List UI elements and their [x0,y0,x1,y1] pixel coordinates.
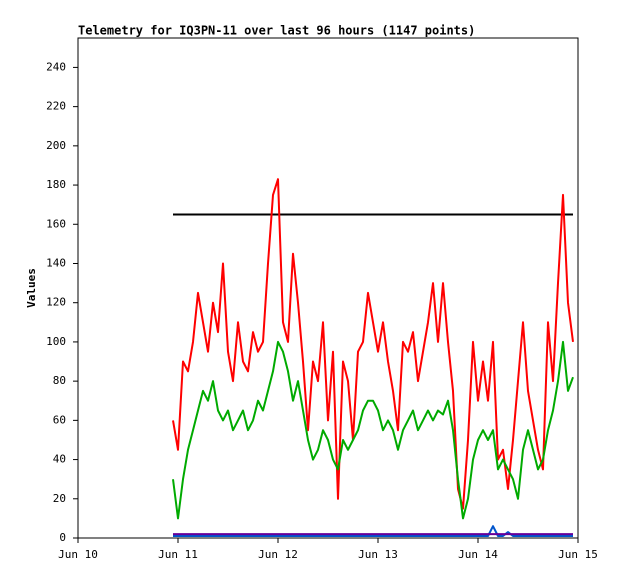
y-tick-label: 140 [46,256,66,269]
y-tick-label: 160 [46,217,66,230]
y-tick-label: 40 [53,453,66,466]
series-line [172,178,574,510]
y-tick-label: 60 [53,413,66,426]
y-tick-label: 200 [46,139,66,152]
y-tick-label: 240 [46,60,66,73]
y-tick-label: 20 [53,492,66,505]
y-tick-label: 80 [53,374,66,387]
y-tick-label: 100 [46,335,66,348]
x-tick-label: Jun 12 [258,548,298,561]
series-line [172,340,574,520]
chart-title: Telemetry for IQ3PN-11 over last 96 hour… [78,24,475,38]
x-tick-label: Jun 10 [58,548,98,561]
y-axis-label: Values [25,268,38,308]
y-tick-label: 180 [46,178,66,191]
x-tick-label: Jun 14 [458,548,498,561]
x-tick-label: Jun 13 [358,548,398,561]
plot-area [77,37,579,539]
y-tick-label: 220 [46,100,66,113]
y-tick-label: 120 [46,296,66,309]
x-tick-label: Jun 15 [558,548,598,561]
x-tick-label: Jun 11 [158,548,198,561]
y-tick-label: 0 [59,531,66,544]
